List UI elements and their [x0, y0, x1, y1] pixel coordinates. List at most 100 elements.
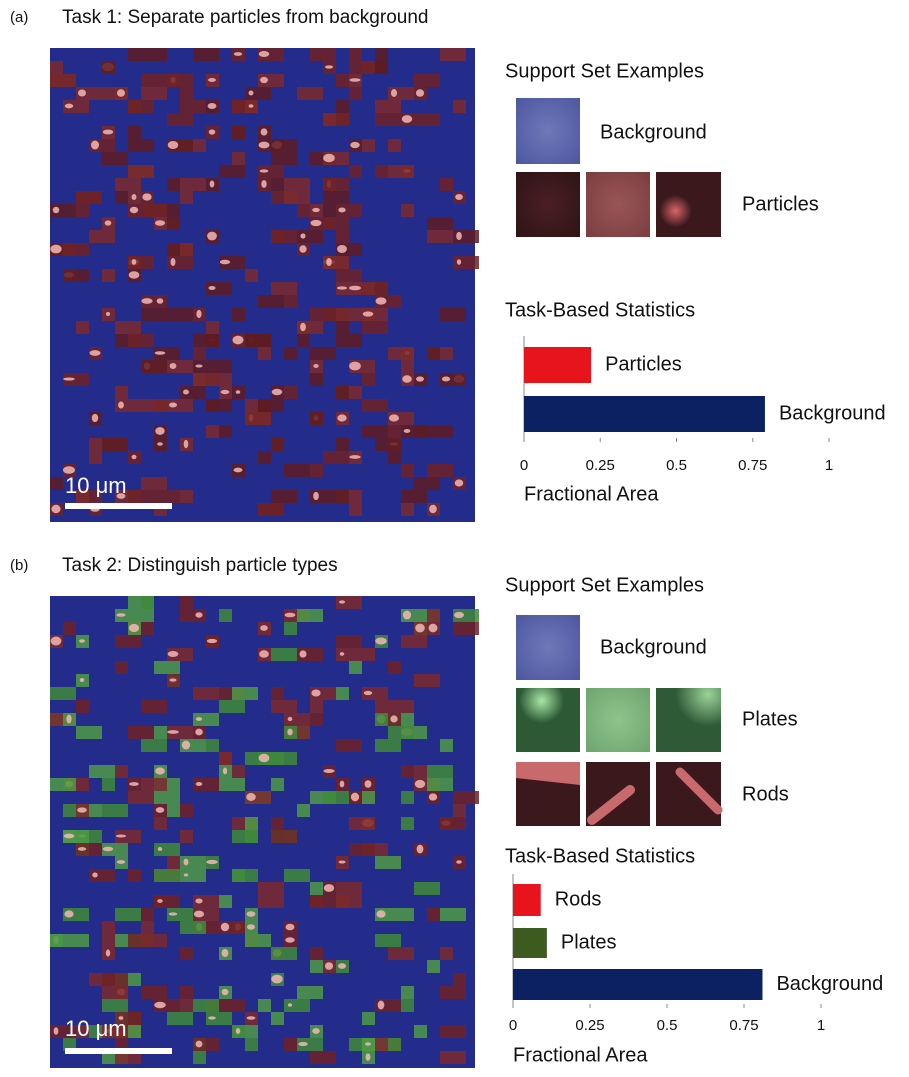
tile — [388, 1038, 401, 1051]
particle — [429, 793, 437, 800]
tile — [271, 230, 297, 243]
tile — [336, 386, 349, 399]
tile — [141, 908, 154, 921]
tile — [427, 765, 453, 778]
particle — [325, 65, 333, 68]
x-tick-label: 0.75 — [729, 1017, 758, 1034]
particle — [261, 180, 266, 188]
scale-bar-label: 10 μm — [65, 473, 127, 498]
particle — [196, 1041, 203, 1048]
tile — [388, 726, 414, 739]
thumbnail — [516, 172, 580, 237]
tile — [50, 778, 76, 791]
tile — [349, 165, 362, 178]
particle — [103, 130, 113, 135]
particle — [338, 207, 345, 212]
particle — [312, 1028, 320, 1034]
particle — [51, 637, 62, 646]
tile — [401, 503, 414, 516]
tile — [401, 635, 427, 648]
tile — [414, 882, 440, 895]
tile — [258, 399, 271, 412]
particle — [183, 389, 189, 394]
particle — [376, 297, 387, 304]
tile — [102, 999, 128, 1012]
thumbnail — [586, 172, 650, 237]
bar-label: Plates — [561, 931, 617, 953]
tile — [336, 438, 349, 451]
tile — [180, 191, 193, 204]
tile — [232, 126, 245, 139]
tile — [310, 464, 323, 477]
particle — [391, 89, 397, 97]
particle — [171, 258, 176, 266]
support-title: Support Set Examples — [505, 60, 704, 82]
tile — [414, 477, 440, 490]
tile — [141, 399, 167, 412]
tile — [219, 373, 232, 386]
tile — [167, 113, 193, 126]
tile — [180, 986, 193, 999]
tile — [245, 334, 271, 347]
particle — [168, 141, 179, 149]
tile — [258, 503, 284, 516]
tile — [310, 373, 323, 386]
particle — [92, 414, 98, 422]
tile — [388, 165, 414, 178]
tile — [284, 464, 310, 477]
particle — [429, 505, 437, 514]
tile — [271, 191, 284, 204]
tile — [193, 999, 219, 1012]
tile — [440, 947, 453, 960]
particle — [196, 310, 201, 318]
particle — [155, 767, 165, 774]
tile — [258, 882, 284, 895]
particle — [184, 873, 189, 876]
particle — [323, 154, 335, 163]
particle — [196, 782, 203, 786]
particle — [402, 375, 412, 382]
particle — [247, 924, 255, 930]
bar-label: Particles — [605, 353, 682, 375]
particle — [129, 782, 139, 786]
particle — [259, 142, 270, 149]
tile — [141, 308, 167, 321]
tile — [141, 360, 167, 373]
particle — [221, 923, 229, 932]
tile — [180, 921, 206, 934]
particle — [365, 1042, 371, 1046]
tile — [245, 830, 258, 843]
tile — [245, 817, 258, 830]
particle — [232, 336, 243, 345]
particle — [208, 286, 215, 290]
tile — [271, 817, 284, 830]
particle — [66, 715, 71, 724]
particle — [169, 402, 177, 407]
particle — [415, 780, 425, 788]
tile — [401, 765, 414, 778]
particle — [417, 845, 424, 854]
tile — [427, 347, 440, 360]
particle — [299, 650, 306, 657]
particle — [195, 729, 203, 736]
scale-bar — [65, 1048, 172, 1054]
tile — [180, 999, 193, 1012]
micrograph — [50, 596, 479, 1068]
tile — [141, 596, 154, 609]
tile — [271, 830, 297, 843]
particle — [157, 298, 164, 304]
particle — [106, 949, 110, 956]
tile — [336, 635, 362, 648]
particle — [338, 963, 346, 969]
tile — [219, 609, 232, 622]
tile — [323, 791, 349, 804]
tile — [349, 87, 362, 100]
particle — [365, 780, 372, 788]
tile — [76, 726, 102, 739]
tile — [401, 87, 414, 100]
x-tick-label: 0.5 — [666, 457, 687, 474]
particle — [105, 220, 112, 225]
tile — [50, 61, 63, 74]
thumbnail — [656, 688, 721, 752]
particle — [170, 678, 177, 681]
